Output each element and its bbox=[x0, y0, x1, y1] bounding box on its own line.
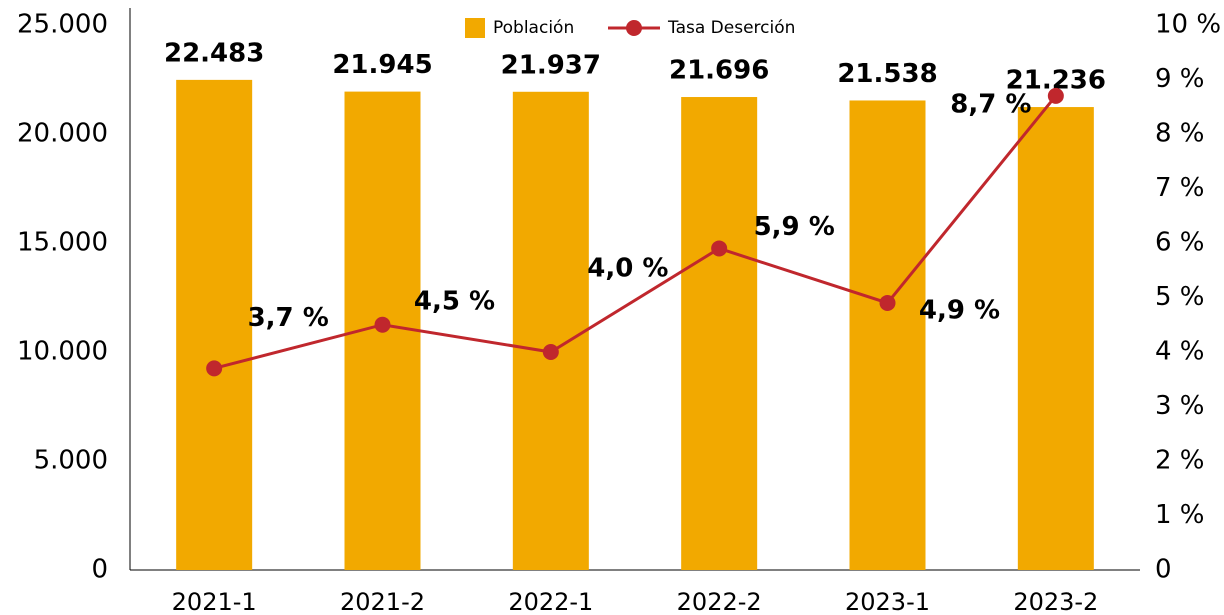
y-tick-label: 25.000 bbox=[17, 10, 108, 40]
y2-tick-label: 8 % bbox=[1155, 119, 1205, 149]
legend-label: Población bbox=[493, 18, 574, 38]
line-point bbox=[206, 360, 223, 377]
line-point bbox=[542, 344, 559, 360]
line-value-label: 4,5 % bbox=[414, 286, 495, 316]
y2-tick-label: 5 % bbox=[1155, 282, 1205, 312]
line-value-label: 8,7 % bbox=[950, 89, 1031, 119]
y2-tick-label: 2 % bbox=[1155, 446, 1205, 476]
x-tick-label: 2021-1 bbox=[172, 588, 257, 615]
y-tick-label: 5.000 bbox=[34, 446, 108, 476]
bar-value-label: 22.483 bbox=[164, 38, 264, 68]
bar bbox=[176, 79, 253, 570]
bar-value-label: 21.696 bbox=[669, 56, 769, 86]
x-tick-label: 2023-2 bbox=[1013, 588, 1098, 615]
line-value-label: 4,9 % bbox=[919, 295, 1000, 325]
x-tick-label: 2023-1 bbox=[845, 588, 930, 615]
line-point bbox=[1047, 87, 1064, 104]
bar-value-label: 21.945 bbox=[332, 50, 432, 80]
y-tick-label: 0 bbox=[91, 555, 108, 585]
line-point bbox=[879, 294, 896, 311]
y-tick-label: 10.000 bbox=[17, 337, 108, 367]
legend-swatch bbox=[465, 18, 485, 38]
line bbox=[213, 94, 1057, 370]
y2-tick-label: 6 % bbox=[1155, 228, 1205, 258]
y2-tick-label: 1 % bbox=[1155, 500, 1205, 530]
line-value-label: 3,7 % bbox=[248, 303, 329, 333]
x-tick-label: 2021-2 bbox=[340, 588, 425, 615]
bar-value-label: 21.538 bbox=[837, 59, 937, 89]
bar-value-label: 21.937 bbox=[501, 50, 601, 80]
y2-tick-label: 10 % bbox=[1155, 10, 1221, 40]
legend-label: Tasa Deserción bbox=[667, 18, 795, 38]
bar bbox=[681, 97, 758, 571]
y2-tick-label: 0 bbox=[1155, 555, 1172, 585]
x-tick-label: 2022-2 bbox=[677, 588, 762, 615]
y-tick-label: 15.000 bbox=[17, 228, 108, 258]
y2-tick-label: 4 % bbox=[1155, 337, 1205, 367]
y2-tick-label: 3 % bbox=[1155, 391, 1205, 421]
bar bbox=[512, 91, 589, 570]
line-point bbox=[711, 240, 728, 257]
line-value-label: 4,0 % bbox=[587, 254, 668, 284]
legend-dot bbox=[626, 20, 642, 36]
y2-tick-label: 9 % bbox=[1155, 64, 1205, 94]
y2-tick-label: 7 % bbox=[1155, 173, 1205, 203]
x-tick-label: 2022-1 bbox=[508, 588, 593, 615]
bar bbox=[849, 100, 926, 570]
bar bbox=[1017, 107, 1094, 570]
line-value-label: 5,9 % bbox=[754, 212, 835, 242]
y-tick-label: 20.000 bbox=[17, 119, 108, 149]
line-point bbox=[374, 316, 391, 333]
